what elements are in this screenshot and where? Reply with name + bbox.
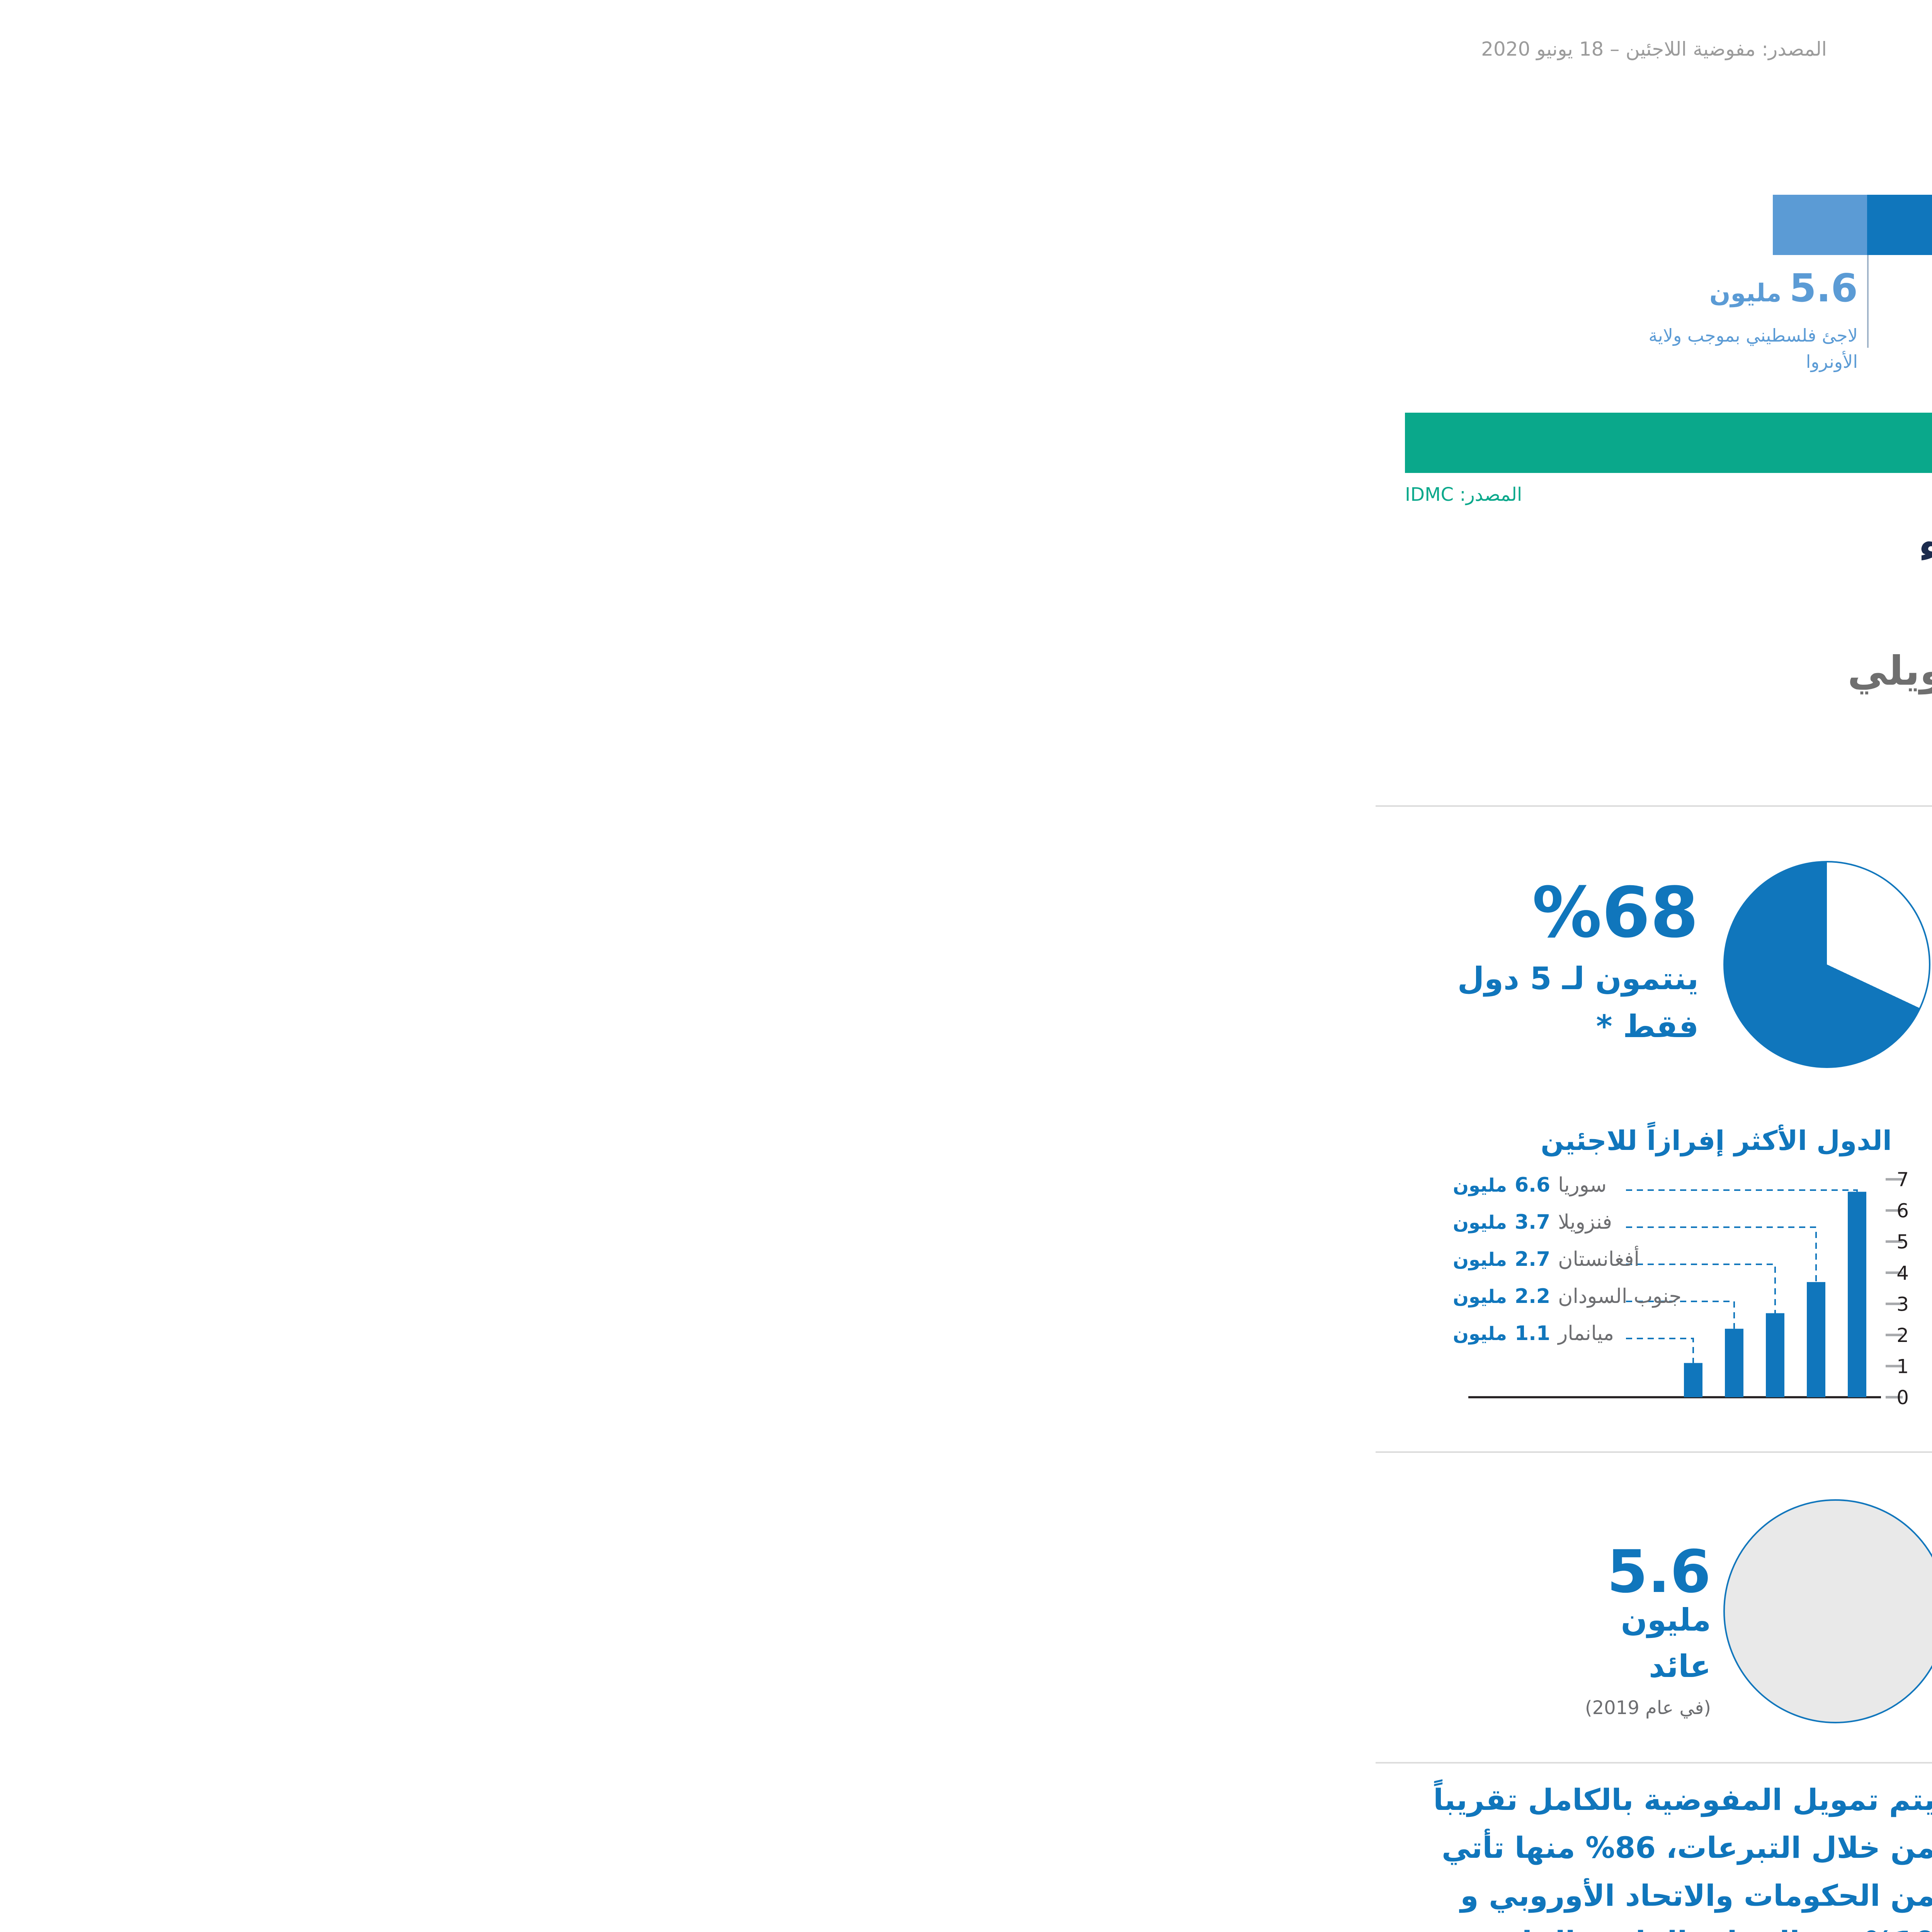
- separator: [1376, 1762, 1932, 1764]
- origin-countries-title: الدول الأكثر إفرازاً للاجئين: [1541, 1127, 1892, 1158]
- svg-text:7: 7: [1896, 1170, 1909, 1191]
- pie-68: [1723, 861, 1930, 1068]
- chart-label-row: مليون 3.7 فنزويلا: [1453, 1212, 1612, 1235]
- venezuelan-label: لاجئ فنزويلي: [1847, 649, 1932, 696]
- funding-note: يتم تمويل المفوضية بالكامل تقريباً من خل…: [1433, 1784, 1932, 1932]
- displacement-breakdown: لاجئ 26مليون 20.4 مليون لاجئ بموجب ولاية…: [1376, 0, 1932, 726]
- asylum-label: طالب لجوء: [1808, 526, 1932, 572]
- card-returnees: 5.6 مليون عائد (في عام 2019): [1376, 1451, 1932, 1810]
- svg-text:6: 6: [1896, 1200, 1909, 1222]
- chart-label-row: مليون 6.6 سوريا: [1453, 1175, 1607, 1198]
- svg-text:3: 3: [1896, 1293, 1909, 1315]
- svg-text:1: 1: [1896, 1355, 1909, 1378]
- svg-text:4: 4: [1896, 1262, 1909, 1284]
- magnitude-circle: [1723, 1499, 1932, 1723]
- svg-text:0: 0: [1896, 1386, 1909, 1409]
- separator: [1376, 1451, 1932, 1453]
- unrwa-mandate-caption: لاجئ فلسطيني بموجب ولاية الأونروا: [1648, 325, 1858, 373]
- source-note: المصدر: مفوضية اللاجئين – 18 يونيو 2020: [1481, 37, 1827, 60]
- unrwa-bar-segment: [1773, 195, 1867, 255]
- chart-label-row: مليون 2.2 جنوب السودان: [1453, 1286, 1682, 1309]
- stat-card-five-countries: %68 ينتمون لـ 5 دول فقط * الدول الأكثر إ…: [1376, 805, 1932, 1451]
- origin-countries-chart: 0 1 2 3 4 5 6 7 مليون 6.6 سوريا مليون 3.7 فنزويلا مليو…: [1376, 1170, 1932, 1451]
- infographic-canvas: المصدر: مفوضية اللاجئين – 18 يونيو 2020 …: [1376, 0, 1932, 1932]
- charts-footnote: * تضم البيانات اللاجئين والمهجرين الفنزو…: [1886, 1417, 1932, 1440]
- chart-label-row: مليون 2.7 أفغانستان: [1453, 1249, 1639, 1272]
- idmc-source-note: المصدر: IDMC: [1405, 484, 1522, 505]
- svg-text:5: 5: [1896, 1231, 1909, 1253]
- unhcr-bar-segment: لاجئ: [1867, 195, 1932, 255]
- stat-text: %68 ينتمون لـ 5 دول فقط *: [1457, 872, 1699, 1045]
- idp-bar: نازح داخلياً: [1405, 413, 1932, 473]
- bar-split-line: [1867, 255, 1869, 348]
- unrwa-mandate-group: 5.6 مليون لاجئ فلسطيني بموجب ولاية الأون…: [1592, 266, 1858, 376]
- svg-text:2: 2: [1896, 1324, 1909, 1347]
- separator: [1376, 805, 1932, 807]
- chart-label-row: مليون 1.1 ميانمار: [1453, 1323, 1614, 1346]
